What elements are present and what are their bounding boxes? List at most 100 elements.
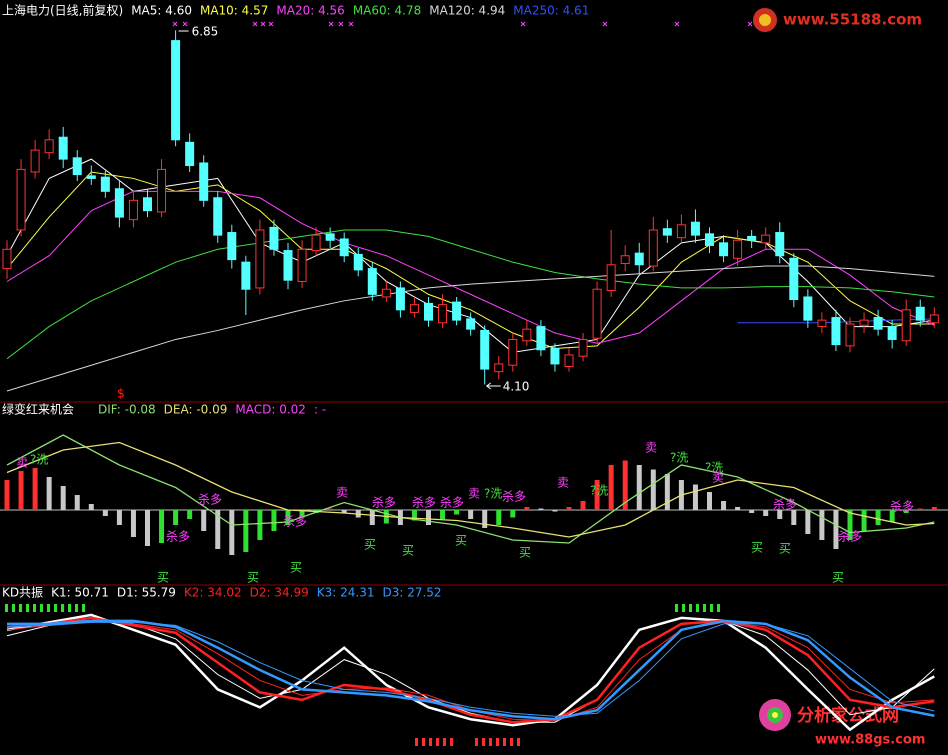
candle-body bbox=[817, 319, 827, 328]
signal-label: 杀多 bbox=[773, 497, 797, 512]
signal-bar bbox=[682, 604, 685, 612]
signal-bar bbox=[475, 738, 478, 746]
macd-bar bbox=[861, 510, 867, 531]
legend-entry: K2: 34.02 bbox=[184, 586, 242, 600]
macd-bar bbox=[271, 510, 277, 531]
macd-bar bbox=[763, 510, 769, 516]
signal-label: 买 bbox=[402, 544, 414, 558]
signal-label: 买 bbox=[832, 571, 844, 585]
signal-bar bbox=[75, 604, 78, 612]
candle-body bbox=[381, 288, 391, 298]
signal-mark: $ bbox=[117, 387, 125, 401]
signal-bar bbox=[26, 604, 29, 612]
macd-bar bbox=[60, 486, 66, 510]
candle-body bbox=[199, 162, 209, 201]
signal-bar bbox=[503, 738, 506, 746]
signal-cross bbox=[674, 21, 680, 27]
candle-body bbox=[72, 157, 82, 176]
signal-label: 杀多 bbox=[838, 529, 862, 544]
candle-body bbox=[522, 328, 532, 342]
macd-bar bbox=[847, 510, 853, 540]
candle-body bbox=[311, 234, 321, 252]
candle-body bbox=[929, 314, 939, 324]
macd-bar bbox=[931, 507, 937, 510]
macd-bar bbox=[116, 510, 122, 525]
signal-label: 卖 bbox=[468, 487, 480, 501]
macd-bar bbox=[18, 471, 24, 510]
panel-title: 绿变红来机会 bbox=[2, 402, 74, 417]
candle-body bbox=[185, 141, 195, 167]
macd-bar bbox=[440, 510, 446, 519]
macd-bar bbox=[201, 510, 207, 531]
macd-bar bbox=[749, 510, 755, 513]
signal-label: ?洗 bbox=[670, 451, 688, 465]
signal-label: 买 bbox=[751, 541, 763, 555]
legend-entry: MA120: 4.94 bbox=[429, 4, 505, 18]
signal-label: ?洗 bbox=[705, 461, 723, 475]
signal-label: 买 bbox=[290, 561, 302, 575]
candle-body bbox=[86, 175, 96, 179]
candle-body bbox=[283, 250, 293, 281]
logo bbox=[753, 8, 791, 731]
candle-body bbox=[424, 302, 433, 321]
macd-bar bbox=[341, 510, 347, 513]
legend-entry: KD共振 bbox=[2, 586, 43, 600]
candle-body bbox=[409, 304, 419, 313]
watermark: www.55188.com bbox=[783, 11, 922, 29]
candle-body bbox=[620, 255, 630, 264]
signal-bar bbox=[510, 738, 513, 746]
signal-bar bbox=[443, 738, 446, 746]
legend-entry: DEA: -0.09 bbox=[164, 403, 228, 417]
signal-bar bbox=[717, 604, 720, 612]
signal-cross bbox=[172, 21, 178, 27]
signal-label: 杀多 bbox=[440, 495, 464, 510]
candle-body bbox=[803, 296, 813, 321]
signal-label: 买 bbox=[247, 571, 259, 585]
macd-bar bbox=[468, 510, 474, 519]
macd-bar bbox=[875, 510, 881, 525]
candle-body bbox=[58, 136, 68, 160]
signal-label: 买 bbox=[455, 534, 467, 548]
macd-bar bbox=[707, 492, 712, 510]
macd-bar bbox=[299, 510, 305, 518]
signal-label: ?洗 bbox=[484, 487, 502, 501]
signal-label: 杀多 bbox=[372, 495, 396, 510]
candle-body bbox=[761, 234, 771, 244]
candle-body bbox=[325, 233, 335, 241]
candle-body bbox=[873, 317, 883, 330]
candle-body bbox=[508, 338, 518, 366]
signal-cross bbox=[252, 21, 258, 27]
candle-body bbox=[550, 347, 560, 365]
signal-label: 卖 bbox=[645, 441, 657, 455]
signal-bar bbox=[429, 738, 432, 746]
signal-bar bbox=[19, 604, 22, 612]
signal-bar bbox=[696, 604, 699, 612]
macd-bar bbox=[102, 510, 108, 516]
macd-bar bbox=[566, 507, 572, 510]
signal-bar bbox=[54, 604, 57, 612]
signal-bar bbox=[689, 604, 692, 612]
signal-bar bbox=[489, 738, 492, 746]
series-line bbox=[6, 434, 935, 544]
candle-body bbox=[592, 288, 602, 339]
signal-label: ?洗 bbox=[590, 484, 608, 498]
signal-label: 卖 bbox=[336, 486, 348, 500]
candle-body bbox=[662, 228, 672, 236]
macd-bar bbox=[159, 510, 165, 543]
candle-body bbox=[536, 326, 546, 351]
legend-entry: MA250: 4.61 bbox=[513, 4, 589, 18]
macd-bar bbox=[32, 468, 38, 510]
candle-body bbox=[564, 354, 574, 368]
macd-bar bbox=[369, 510, 375, 525]
macd-bar bbox=[285, 510, 291, 525]
macd-bar bbox=[130, 510, 136, 537]
macd-bar bbox=[327, 508, 333, 510]
macd-bar bbox=[510, 510, 516, 518]
macd-bar bbox=[145, 510, 150, 546]
candle-body bbox=[227, 232, 237, 261]
candle-body bbox=[747, 235, 757, 241]
legend-entry: K3: 24.31 bbox=[317, 586, 375, 600]
macd-bar bbox=[777, 510, 783, 519]
